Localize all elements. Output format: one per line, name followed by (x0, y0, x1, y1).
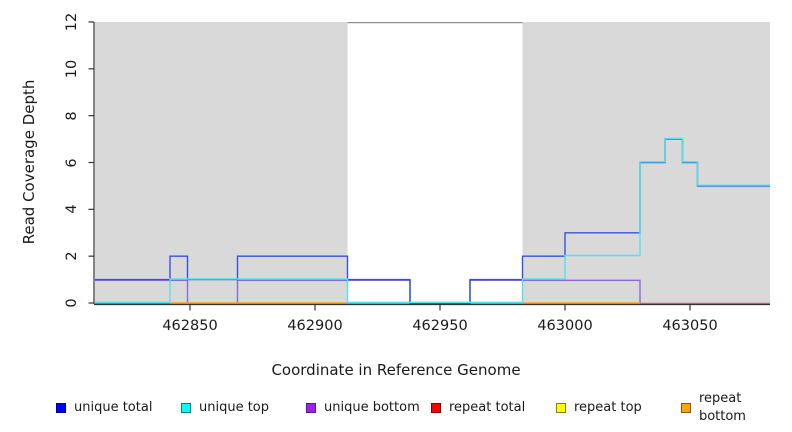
y-tick-label: 12 (64, 12, 80, 32)
y-tick-label: 0 (64, 298, 80, 308)
legend-label: unique bottom (324, 400, 420, 415)
coverage-step-lines (95, 137, 770, 305)
legend-label: unique total (74, 400, 153, 415)
legend-item-repeat-top: repeat top (556, 399, 642, 417)
legend-label: repeat top (574, 400, 642, 415)
legend-item-unique-total: unique total (56, 399, 152, 417)
legend-item-unique-bottom: unique bottom (306, 399, 420, 417)
x-tick-label: 462850 (162, 318, 218, 334)
legend-label: repeat total (449, 400, 526, 415)
x-tick-label: 463050 (662, 318, 718, 334)
legend-label: unique top (199, 400, 270, 415)
x-axis-title: Coordinate in Reference Genome (271, 361, 521, 379)
series-line-unique-top (95, 137, 770, 303)
y-tick-label: 6 (64, 157, 80, 168)
x-tick-label: 462950 (412, 318, 468, 334)
legend-swatch-icon (431, 403, 441, 413)
x-tick-label: 462900 (287, 318, 343, 334)
legend-swatch-icon (306, 403, 316, 413)
shaded-regions (95, 21, 770, 303)
shaded-region (95, 22, 348, 303)
legend-swatch-icon (556, 403, 566, 413)
y-tick-label: 2 (64, 251, 80, 261)
y-tick-label: 4 (64, 204, 80, 214)
legend-swatch-icon (56, 403, 66, 413)
y-tick-label: 10 (64, 59, 80, 79)
legend-label: repeat bottom (698, 391, 746, 424)
legend-item-unique-top: unique top (181, 399, 269, 417)
axes (88, 21, 770, 311)
legend-item-repeat-bottom: repeat bottom (681, 391, 792, 424)
legend-swatch-icon (681, 403, 691, 413)
y-axis-title: Read Coverage Depth (20, 79, 38, 245)
y-tick-label: 8 (64, 111, 80, 121)
x-tick-label: 463000 (537, 318, 593, 334)
legend-item-repeat-total: repeat total (431, 399, 525, 417)
legend-swatch-icon (181, 403, 191, 413)
